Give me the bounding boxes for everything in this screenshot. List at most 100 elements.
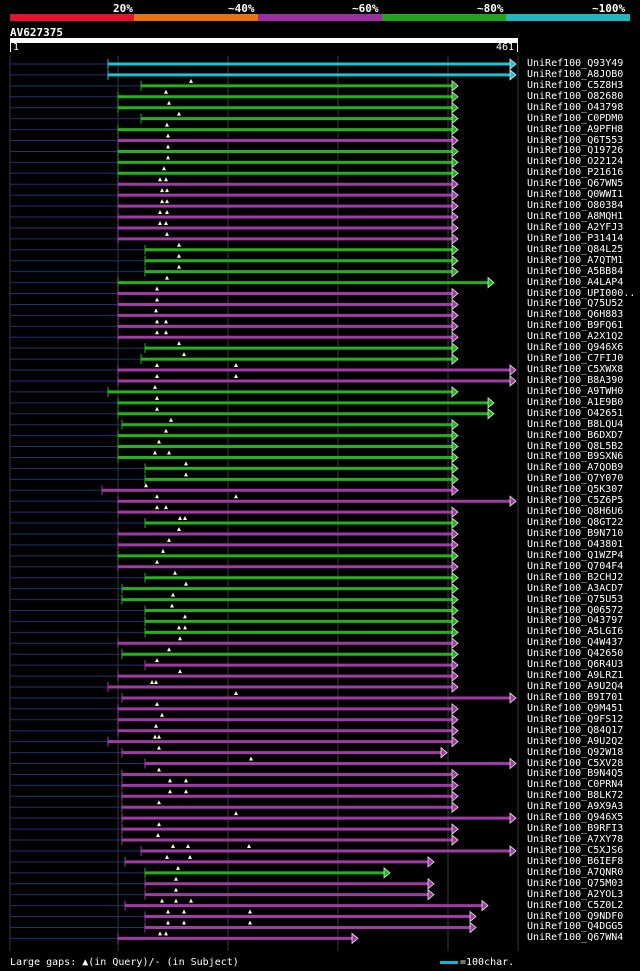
hit-label[interactable]: UniRef100_C0PDM0: [527, 112, 624, 124]
hit-label[interactable]: UniRef100_Q06572: [527, 604, 624, 616]
hit-label[interactable]: UniRef100_C5XV28: [527, 757, 624, 769]
segment-arrow: [351, 932, 359, 945]
hit-label[interactable]: UniRef100_O43798: [527, 101, 624, 113]
gap-marker: [161, 548, 165, 553]
hit-label[interactable]: UniRef100_B9RFI3: [527, 823, 624, 835]
hit-label[interactable]: UniRef100_O82680: [527, 90, 624, 102]
hit-label[interactable]: UniRef100_A2YFJ3: [527, 221, 624, 233]
hit-label[interactable]: UniRef100_B9I701: [527, 691, 624, 703]
hit-row: [10, 811, 517, 825]
hit-label[interactable]: UniRef100_Q75U52: [527, 298, 624, 310]
hit-label[interactable]: UniRef100_A7XY78: [527, 834, 624, 846]
hit-label[interactable]: UniRef100_A9U2Q2: [527, 735, 624, 747]
hit-label[interactable]: UniRef100_Q84Q17: [527, 724, 624, 736]
hit-label[interactable]: UniRef100_Q8H6U6: [527, 506, 624, 518]
hit-label[interactable]: UniRef100_A9PFH8: [527, 123, 624, 135]
segment-arrow: [451, 724, 459, 737]
gap-marker: [234, 373, 238, 378]
hit-row: [10, 800, 459, 814]
hit-label[interactable]: UniRef100_Q9FS12: [527, 713, 624, 725]
hit-label[interactable]: UniRef100_A3ACD7: [527, 582, 624, 594]
hit-label[interactable]: UniRef100_Q704F4: [527, 560, 624, 572]
hit-label[interactable]: UniRef100_Q9NDF0: [527, 910, 624, 922]
hit-label[interactable]: UniRef100_UPI000..: [527, 287, 636, 299]
hit-row: [10, 155, 459, 169]
hit-label[interactable]: UniRef100_C5Z8H3: [527, 79, 624, 91]
hit-label[interactable]: UniRef100_Q9M451: [527, 702, 624, 714]
gap-marker: [155, 658, 159, 663]
hit-label[interactable]: UniRef100_B8LQU4: [527, 418, 624, 430]
hit-label[interactable]: UniRef100_Q93Y49: [527, 58, 624, 69]
hit-label[interactable]: UniRef100_A7QOB9: [527, 462, 624, 474]
hit-label[interactable]: UniRef100_A7QNR0: [527, 866, 624, 878]
hit-label[interactable]: UniRef100_A8JOB0: [527, 68, 624, 80]
hit-label[interactable]: UniRef100_C5XJS6: [527, 844, 624, 856]
hit-label[interactable]: UniRef100_A4LAP4: [527, 276, 624, 288]
hit-label[interactable]: UniRef100_C5XWX8: [527, 364, 624, 376]
hit-label[interactable]: UniRef100_A5LGI6: [527, 626, 624, 638]
hit-label[interactable]: UniRef100_O43797: [527, 615, 624, 627]
gap-marker: [150, 680, 154, 685]
hit-label[interactable]: UniRef100_Q92W18: [527, 746, 624, 758]
hit-row: [10, 111, 459, 125]
hit-label[interactable]: UniRef100_P21616: [527, 167, 624, 179]
hit-label[interactable]: UniRef100_Q67WN5: [527, 178, 624, 190]
segment-arrow: [451, 331, 459, 344]
segment-arrow: [451, 211, 459, 223]
hit-label[interactable]: UniRef100_Q4DGG5: [527, 921, 624, 933]
hit-label[interactable]: UniRef100_P31414: [527, 232, 624, 244]
hit-label[interactable]: UniRef100_Q8L5B2: [527, 440, 624, 452]
hit-label[interactable]: UniRef100_B8LK72: [527, 790, 624, 802]
hit-label[interactable]: UniRef100_A1E9B0: [527, 396, 624, 408]
hit-label[interactable]: UniRef100_B9SXN6: [527, 451, 624, 463]
hit-label[interactable]: UniRef100_Q946X5: [527, 812, 624, 824]
hit-label[interactable]: UniRef100_C5Z0L2: [527, 899, 624, 911]
hit-label[interactable]: UniRef100_Q5K307: [527, 484, 624, 496]
hit-label[interactable]: UniRef100_B6DXD7: [527, 429, 624, 441]
hit-label[interactable]: UniRef100_A9LRZ1: [527, 670, 624, 682]
hit-label[interactable]: UniRef100_Q6T553: [527, 134, 624, 146]
hit-label[interactable]: UniRef100_Q42650: [527, 648, 624, 660]
hit-label[interactable]: UniRef100_A9TWH0: [527, 385, 624, 397]
hit-label[interactable]: UniRef100_A9X9A3: [527, 801, 624, 813]
hit-label[interactable]: UniRef100_O42651: [527, 407, 624, 419]
hit-label[interactable]: UniRef100_Q946X6: [527, 342, 624, 354]
hit-label[interactable]: UniRef100_A8MQH1: [527, 211, 624, 223]
gap-marker: [158, 931, 162, 936]
hit-label[interactable]: UniRef100_Q75U53: [527, 593, 624, 605]
segment-arrow: [509, 692, 517, 704]
hit-label[interactable]: UniRef100_C7FIJ0: [527, 353, 624, 365]
hit-label[interactable]: UniRef100_A7QTM1: [527, 254, 624, 266]
query-bar: [10, 38, 518, 43]
hit-label[interactable]: UniRef100_Q1WZP4: [527, 549, 624, 561]
hit-label[interactable]: UniRef100_Q7Y070: [527, 473, 624, 485]
hit-label[interactable]: UniRef100_Q19726: [527, 145, 624, 157]
hit-label[interactable]: UniRef100_B9FQ61: [527, 320, 624, 332]
hit-label[interactable]: UniRef100_Q6H883: [527, 309, 624, 321]
hit-label[interactable]: UniRef100_A5BB84: [527, 265, 624, 277]
hit-label[interactable]: UniRef100_Q4W437: [527, 637, 624, 649]
hit-label[interactable]: UniRef100_Q84L25: [527, 243, 624, 255]
hit-label[interactable]: UniRef100_B6IEF8: [527, 855, 624, 867]
hit-label[interactable]: UniRef100_Q6R4U3: [527, 659, 624, 671]
gap-marker: [177, 341, 181, 346]
hit-label[interactable]: UniRef100_Q0WWI1: [527, 189, 624, 201]
hit-label[interactable]: UniRef100_B8A390: [527, 374, 624, 386]
hit-row: [10, 712, 459, 726]
hit-label[interactable]: UniRef100_A2YOL3: [527, 888, 624, 900]
hit-label[interactable]: UniRef100_B9N710: [527, 527, 624, 539]
hit-label[interactable]: UniRef100_O43801: [527, 538, 624, 550]
hit-label[interactable]: UniRef100_B9N4Q5: [527, 768, 624, 780]
hit-label[interactable]: UniRef100_O80384: [527, 200, 624, 212]
hit-label[interactable]: UniRef100_A2X1Q2: [527, 331, 624, 343]
hit-label[interactable]: UniRef100_O22124: [527, 156, 624, 168]
hit-label[interactable]: UniRef100_Q8GT22: [527, 517, 624, 529]
hit-label[interactable]: UniRef100_Q75M03: [527, 877, 624, 889]
segment-arrow: [451, 703, 459, 715]
hit-label[interactable]: UniRef100_C5Z6P5: [527, 495, 624, 507]
hit-row: [10, 253, 459, 267]
hit-label[interactable]: UniRef100_B2CHJ2: [527, 571, 624, 583]
hit-label[interactable]: UniRef100_C0PRN4: [527, 779, 624, 791]
hit-label[interactable]: UniRef100_A9U2Q4: [527, 681, 624, 692]
hit-label[interactable]: UniRef100_Q67WN4: [527, 932, 624, 944]
